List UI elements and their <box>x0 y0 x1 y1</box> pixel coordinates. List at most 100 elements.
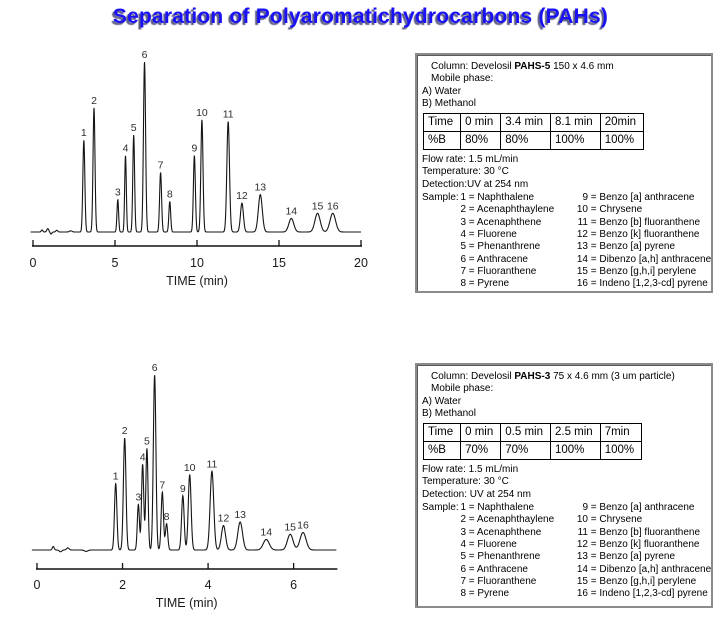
sample-item: 4 = Fluorene <box>460 538 517 550</box>
gradient-cell: 100% <box>549 441 601 461</box>
column-spec: Column: Develosil PAHS-3 75 x 4.6 mm (3 … <box>431 371 675 382</box>
sample-item: 11 = Benzo [b] fluoranthene <box>577 526 701 538</box>
peak-label: 12 <box>218 513 230 525</box>
sample-column-right: 9 = Benzo [a] anthracene 10 = Chrysene 11 … <box>576 502 711 600</box>
gradient-cell: 70% <box>500 441 551 461</box>
phase-b: B) Methanol <box>422 407 476 419</box>
phase-b: B) Methanol <box>422 97 476 109</box>
gradient-program-table: Time 0 min 3.4 min 8.1 min 20min %B 80% 80% 100%… <box>422 113 645 151</box>
detection: Detection: UV at 254 nm <box>422 488 531 500</box>
sample-item: 1 = Naphthalene <box>460 502 535 514</box>
chromatogram-trace <box>30 62 361 235</box>
peak-label: 16 <box>297 520 309 532</box>
sample-item: 16 = Indeno [1,2,3-cd] pyrene <box>576 588 708 600</box>
peak-label: 8 <box>164 511 170 523</box>
peak-label: 15 <box>284 521 296 533</box>
sample-item: 5 = Phenanthrene <box>460 241 541 253</box>
sample-item: 9 = Benzo [a] anthracene <box>582 192 695 204</box>
chromatogram-top: 0 5 10 15 20 TIME (min) 1 2 3 4 5 6 7 8 9 10 11 12 13 14 15 1… <box>0 42 410 309</box>
conditions-box-bottom: Column: Develosil PAHS-3 75 x 4.6 mm (3 … <box>415 363 713 608</box>
temperature: Temperature: 30 °C <box>422 476 509 488</box>
peak-label: 16 <box>327 200 339 212</box>
peak-label: 14 <box>260 527 272 539</box>
sample-item: 2 = Acenaphthaylene <box>460 514 555 526</box>
peak-label: 11 <box>206 458 217 470</box>
sample-item: 3 = Acenaphthene <box>460 526 542 538</box>
x-axis-title: TIME (min) <box>166 274 228 288</box>
peak-label: 5 <box>144 436 150 448</box>
flow-rate: Flow rate: 1.5 mL/min <box>422 154 519 166</box>
mobile-phase-label: Mobile phase: <box>431 73 494 85</box>
peak-label: 5 <box>131 122 137 134</box>
peak-label: 7 <box>159 479 165 491</box>
x-tick-label: 15 <box>272 256 286 270</box>
sample-item: 9 = Benzo [a] anthracene <box>582 502 695 514</box>
chromatogram-trace <box>31 375 337 553</box>
peak-label: 4 <box>140 451 146 463</box>
sample-item: 6 = Anthracene <box>460 563 528 575</box>
chromatogram-bottom: 0 2 4 6 TIME (min) 1 2 3 4 5 6 7 8 9 10 11 12 13 14 15 16 <box>0 350 410 619</box>
peak-label: 15 <box>312 200 324 212</box>
x-tick-label: 5 <box>112 256 119 270</box>
gradient-cell: 100% <box>549 131 601 151</box>
peak-label: 1 <box>81 127 87 139</box>
sample-item: 14 = Dibenzo [a,h] anthracene <box>576 563 712 575</box>
sample-column-left: 1 = Naphthalene 2 = Acenaphthaylene 3 = Ac… <box>458 502 576 600</box>
sample-item: 4 = Fluorene <box>460 228 517 240</box>
gradient-cell: 80% <box>500 131 551 151</box>
gradient-cell: 3.4 min <box>500 113 551 133</box>
peak-label: 6 <box>152 362 158 374</box>
gradient-cell: 100% <box>599 441 643 461</box>
sample-item: 13 = Benzo [a] pyrene <box>576 551 676 563</box>
detection: Detection:UV at 254 nm <box>422 178 529 190</box>
peak-label: 3 <box>115 187 121 199</box>
sample-item: 6 = Anthracene <box>460 253 528 265</box>
gradient-cell: 0 min <box>460 423 502 443</box>
x-axis-title: TIME (min) <box>156 596 218 610</box>
sample-item: 7 = Fluoranthene <box>460 265 537 277</box>
x-tick-label: 2 <box>119 578 126 592</box>
peak-label: 7 <box>158 160 164 172</box>
sample-item: 3 = Acenaphthene <box>460 216 542 228</box>
peak-label: 10 <box>184 462 196 474</box>
sample-list: Sample: 1 = Naphthalene 2 = Acenaphthayle… <box>422 502 711 600</box>
flow-rate: Flow rate: 1.5 mL/min <box>422 464 519 476</box>
sample-item: 11 = Benzo [b] fluoranthene <box>577 216 701 228</box>
sample-item: 10 = Chrysene <box>576 514 643 526</box>
gradient-cell: 80% <box>460 131 502 151</box>
mobile-phase-label: Mobile phase: <box>431 383 494 395</box>
sample-item: 15 = Benzo [g,h,i] perylene <box>576 265 697 277</box>
sample-item: 8 = Pyrene <box>460 278 510 290</box>
peak-label: 13 <box>254 182 266 194</box>
conditions-box-top: Column: Develosil PAHS-5 150 x 4.6 mm Mo… <box>415 53 713 293</box>
gradient-table: Time 0 min 3.4 min 8.1 min 20min %B 80% 80% 100%… <box>422 113 707 151</box>
peak-label: 9 <box>191 143 197 155</box>
sample-list: Sample: 1 = Naphthalene 2 = Acenaphthayle… <box>422 192 711 290</box>
temperature: Temperature: 30 °C <box>422 166 509 178</box>
gradient-cell: %B <box>422 131 462 151</box>
gradient-cell: Time <box>422 113 462 133</box>
gradient-cell: 20min <box>599 113 645 133</box>
page-title: Separation of Polyaromatichydrocarbons (… <box>112 5 609 28</box>
gradient-cell: 2.5 min <box>549 423 601 443</box>
sample-item: 8 = Pyrene <box>460 588 510 600</box>
gradient-cell: 8.1 min <box>549 113 601 133</box>
peak-label: 3 <box>135 492 141 504</box>
peak-label: 13 <box>234 509 246 521</box>
phase-a: A) Water <box>422 85 462 97</box>
sample-label: Sample: <box>422 192 459 204</box>
peak-label: 10 <box>196 107 208 119</box>
sample-label: Sample: <box>422 502 459 514</box>
gradient-cell: 0.5 min <box>500 423 551 443</box>
sample-item: 10 = Chrysene <box>576 204 643 216</box>
x-tick-label: 4 <box>205 578 212 592</box>
sample-item: 14 = Dibenzo [a,h] anthracene <box>576 253 712 265</box>
sample-item: 16 = Indeno [1,2,3-cd] pyrene <box>576 278 708 290</box>
gradient-cell: 0 min <box>460 113 502 133</box>
gradient-cell: %B <box>422 441 462 461</box>
peak-label: 12 <box>236 190 248 202</box>
sample-item: 12 = Benzo [k] fluoranthene <box>576 228 700 240</box>
peak-label: 2 <box>122 425 128 437</box>
